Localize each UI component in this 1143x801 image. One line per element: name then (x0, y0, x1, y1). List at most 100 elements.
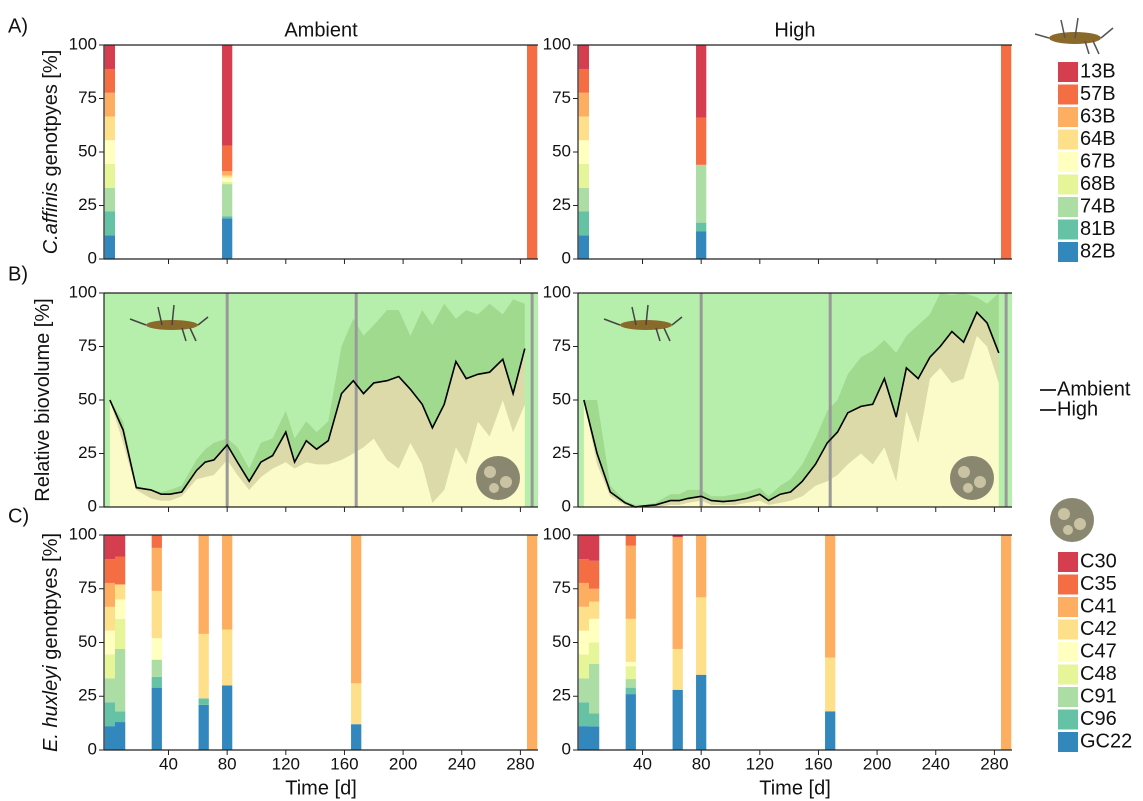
bar-segment (198, 704, 209, 750)
bar-segment (104, 163, 115, 188)
icon-part (500, 476, 512, 488)
legend-swatch (1058, 152, 1078, 172)
icon-part (476, 456, 520, 500)
bar-segment (625, 694, 636, 750)
y-tick-label: 25 (552, 443, 571, 462)
icon-part (157, 306, 163, 326)
x-tick-label: 40 (633, 754, 652, 773)
x-axis-label: Time [d] (285, 777, 357, 799)
bar-segment (104, 582, 115, 607)
bar-segment (672, 535, 683, 538)
legend-label: 67B (1080, 150, 1116, 172)
y-tick-label: 100 (543, 34, 571, 53)
legend-swatch (1058, 687, 1078, 707)
bar-segment (588, 560, 600, 589)
legend-swatch (1058, 242, 1078, 262)
legend-label: Ambient (1057, 378, 1131, 400)
bar-segment (198, 698, 209, 705)
panel-title: High (774, 19, 815, 41)
bar-segment (625, 545, 636, 619)
icon-part (197, 316, 209, 326)
bar-segment (696, 535, 707, 598)
y-axis-label: Relative biovolume [%] (32, 298, 54, 501)
bar-segment (151, 659, 162, 677)
legend-swatch (1058, 664, 1078, 685)
bar-segment (351, 724, 362, 750)
bar-segment (222, 184, 233, 217)
bar-segment (222, 216, 233, 219)
x-axis-label: Time [d] (759, 777, 831, 799)
bar-segment (672, 537, 683, 649)
legend-swatch (1058, 709, 1078, 730)
x-tick-label: 160 (330, 754, 358, 773)
y-axis-label: C.affinis genotpyes [%] (40, 50, 62, 255)
y-axis-label-text: Relative biovolume [%] (32, 298, 54, 501)
icon-part (171, 304, 175, 326)
legend-swatch (1058, 619, 1078, 640)
y-tick-label: 75 (552, 88, 571, 107)
icon-part (129, 318, 147, 326)
legend-label: 74B (1080, 195, 1116, 217)
bar-segment (114, 648, 126, 712)
y-tick-label: 100 (69, 524, 97, 543)
bar-segment (151, 676, 162, 688)
y-tick-label: 25 (78, 443, 97, 462)
icon-part (631, 306, 637, 326)
bar-segment (151, 638, 162, 660)
bar-segment (104, 606, 115, 631)
bar-segment (351, 683, 362, 725)
bar-segment (104, 187, 115, 212)
bar-segment (825, 657, 836, 712)
icon-part (484, 466, 496, 478)
bar-segment (588, 601, 600, 619)
bar-segment (578, 140, 589, 164)
legend-label: C47 (1080, 640, 1117, 662)
icon-part (663, 327, 671, 342)
bar-segment (588, 618, 600, 643)
bar-segment (625, 661, 636, 667)
bar-segment (696, 45, 707, 118)
y-tick-label: 25 (552, 195, 571, 214)
bar-segment (672, 648, 683, 690)
bar-segment (696, 222, 707, 232)
bar-segment (588, 642, 600, 664)
y-tick-label: 75 (78, 578, 97, 597)
legend-label: GC22 (1080, 730, 1132, 752)
y-axis-label-text: genotpyes [%] (40, 533, 62, 665)
bar-segment (104, 535, 115, 560)
legend-swatch (1058, 552, 1078, 572)
bar-segment (578, 678, 589, 703)
bar-segment (578, 535, 589, 560)
lower-area (109, 400, 525, 507)
x-tick-label: 80 (218, 754, 237, 773)
y-tick-label: 50 (552, 389, 571, 408)
legend-label: 63B (1080, 105, 1116, 127)
x-tick-label: 120 (746, 754, 774, 773)
y-tick-label: 50 (78, 389, 97, 408)
bar-segment (588, 713, 600, 727)
bar-segment (578, 630, 589, 655)
legend-label: C35 (1080, 573, 1117, 595)
bar-segment (696, 674, 707, 750)
bar-segment (222, 685, 233, 750)
y-tick-label: 0 (562, 739, 571, 758)
bar-segment (625, 666, 636, 680)
panel-title: Ambient (284, 19, 358, 41)
bar-segment (578, 702, 589, 727)
x-tick-label: 240 (922, 754, 950, 773)
bar-segment (578, 116, 589, 141)
icon-part (963, 483, 973, 493)
x-tick-label: 200 (863, 754, 891, 773)
bar-segment (114, 618, 126, 649)
legend-label: High (1057, 398, 1098, 420)
y-tick-label: 0 (88, 739, 97, 758)
bar-segment (151, 687, 162, 750)
y-tick-label: 0 (562, 248, 571, 267)
legend-swatch (1058, 107, 1078, 127)
mean-line (583, 310, 1000, 508)
legend-label: C30 (1080, 550, 1117, 572)
x-tick-label: 80 (692, 754, 711, 773)
bar-segment (625, 535, 636, 546)
y-tick-label: 75 (78, 336, 97, 355)
